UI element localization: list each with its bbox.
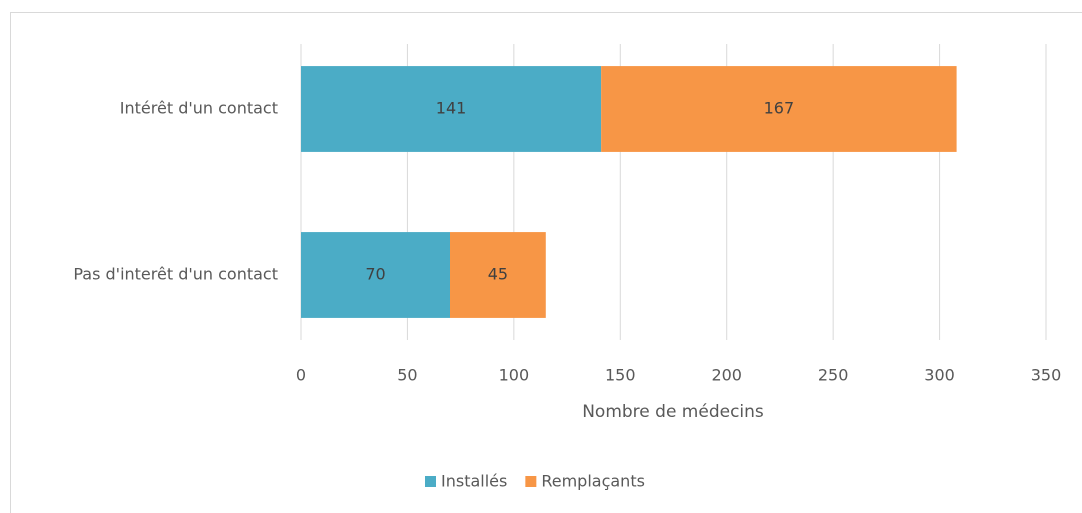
x-axis-title: Nombre de médecins [582,402,764,422]
x-tick-label: 150 [605,366,636,385]
x-tick-label: 250 [818,366,849,385]
x-tick-label: 300 [924,366,955,385]
legend-label: Remplaçants [541,472,645,491]
legend-label: Installés [441,472,507,491]
x-tick-label: 100 [499,366,530,385]
data-label: 141 [436,99,467,118]
bar-segment [450,232,546,318]
y-tick-label: Intérêt d'un contact [120,99,278,118]
chart-border [10,12,1082,513]
x-tick-label: 350 [1031,366,1062,385]
legend-swatch [425,476,436,487]
legend-swatch [525,476,537,487]
y-tick-label: Pas d'interêt d'un contact [73,265,278,284]
data-label: 45 [488,265,508,284]
bar-segment [601,66,957,152]
x-tick-label: 200 [711,366,742,385]
bar-segment [301,66,602,152]
data-label: 167 [764,99,795,118]
data-label: 70 [365,265,385,284]
x-tick-label: 0 [296,366,306,385]
x-tick-label: 50 [397,366,417,385]
bar-segment [301,232,450,318]
